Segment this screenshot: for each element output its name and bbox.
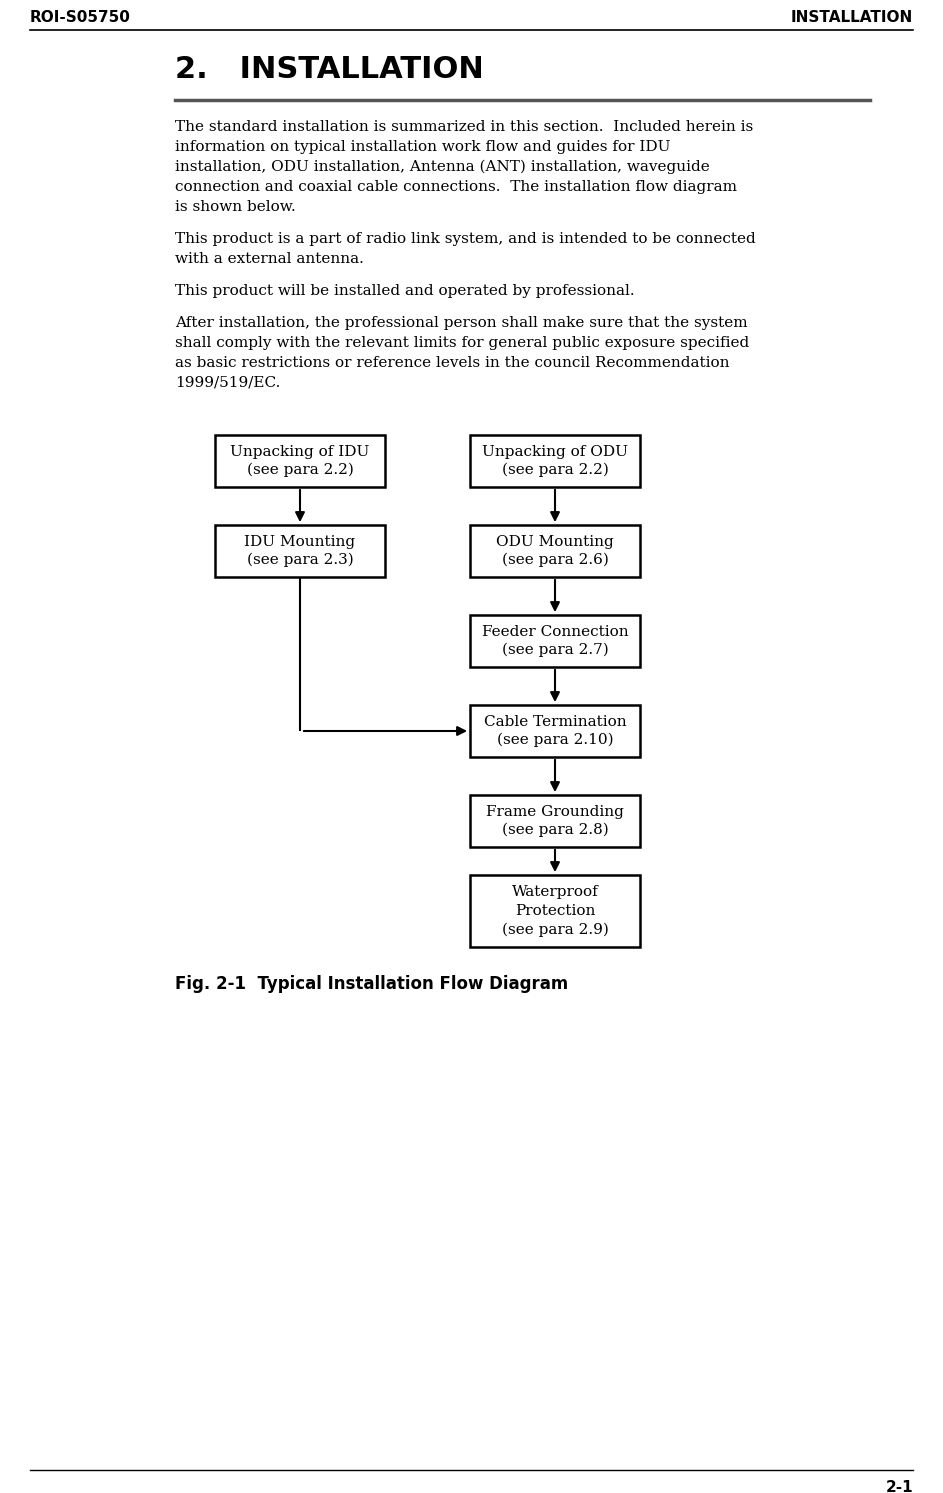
Bar [470,875,640,947]
Text: connection and coaxial cable connections.  The installation flow diagram: connection and coaxial cable connections… [175,181,737,194]
Text: installation, ODU installation, Antenna (ANT) installation, waveguide: installation, ODU installation, Antenna … [175,160,710,175]
Bar [470,615,640,667]
Text: is shown below.: is shown below. [175,200,296,213]
Text: Waterproof
Protection
(see para 2.9): Waterproof Protection (see para 2.9) [502,885,608,936]
Text: Frame Grounding
(see para 2.8): Frame Grounding (see para 2.8) [486,805,624,838]
Text: Unpacking of ODU
(see para 2.2): Unpacking of ODU (see para 2.2) [482,445,628,478]
Text: Cable Termination
(see para 2.10): Cable Termination (see para 2.10) [484,715,626,748]
Text: ROI-S05750: ROI-S05750 [30,10,131,25]
Text: IDU Mounting
(see para 2.3): IDU Mounting (see para 2.3) [244,534,356,567]
Text: 2.   INSTALLATION: 2. INSTALLATION [175,55,484,84]
Text: Unpacking of IDU
(see para 2.2): Unpacking of IDU (see para 2.2) [230,445,370,478]
Text: After installation, the professional person shall make sure that the system: After installation, the professional per… [175,317,748,330]
Bar [470,794,640,847]
Bar [470,434,640,487]
Text: INSTALLATION: INSTALLATION [791,10,913,25]
Text: ODU Mounting
(see para 2.6): ODU Mounting (see para 2.6) [496,534,614,567]
Text: 2-1: 2-1 [885,1480,913,1493]
Text: Fig. 2-1  Typical Installation Flow Diagram: Fig. 2-1 Typical Installation Flow Diagr… [175,975,569,993]
Text: The standard installation is summarized in this section.  Included herein is: The standard installation is summarized … [175,119,753,134]
Text: This product will be installed and operated by professional.: This product will be installed and opera… [175,284,635,299]
Text: This product is a part of radio link system, and is intended to be connected: This product is a part of radio link sys… [175,231,755,246]
Bar [470,526,640,576]
Text: 1999/519/EC.: 1999/519/EC. [175,376,280,390]
Text: with a external antenna.: with a external antenna. [175,252,364,266]
Bar [470,705,640,757]
Text: shall comply with the relevant limits for general public exposure specified: shall comply with the relevant limits fo… [175,336,750,349]
Bar [215,526,385,576]
Text: information on typical installation work flow and guides for IDU: information on typical installation work… [175,140,670,154]
Text: Feeder Connection
(see para 2.7): Feeder Connection (see para 2.7) [482,624,628,657]
Text: as basic restrictions or reference levels in the council Recommendation: as basic restrictions or reference level… [175,355,730,370]
Bar [215,434,385,487]
